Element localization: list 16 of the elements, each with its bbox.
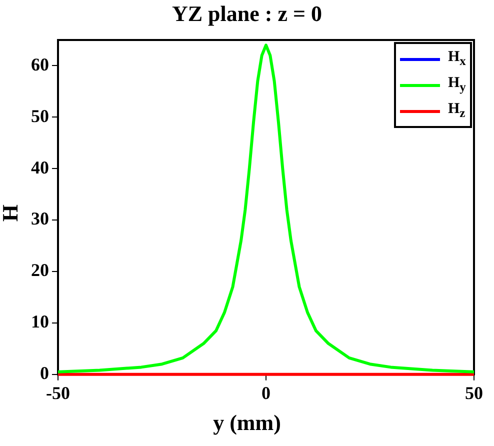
legend-label: H$_{x}$ <box>448 49 466 69</box>
x-tick-label: -50 <box>46 382 70 403</box>
y-tick-label: 40 <box>31 157 49 178</box>
x-axis-title: y (mm) <box>212 410 282 436</box>
legend-label: H$_{y}$ <box>448 75 466 95</box>
x-tick-label: 0 <box>262 382 270 403</box>
y-tick-label: 20 <box>31 260 49 280</box>
y-tick-label: 0 <box>40 363 49 384</box>
y-tick-label: 50 <box>31 106 49 126</box>
y-tick-label: 10 <box>31 312 49 332</box>
y-tick-label: 30 <box>31 208 49 229</box>
y-tick-label: 60 <box>31 54 49 74</box>
y-axis-title: H <box>0 204 24 222</box>
chart-title: YZ plane : z = 0 <box>170 0 324 28</box>
legend-label: H$_{z}$ <box>448 101 466 121</box>
x-tick-label: 50 <box>465 382 483 403</box>
